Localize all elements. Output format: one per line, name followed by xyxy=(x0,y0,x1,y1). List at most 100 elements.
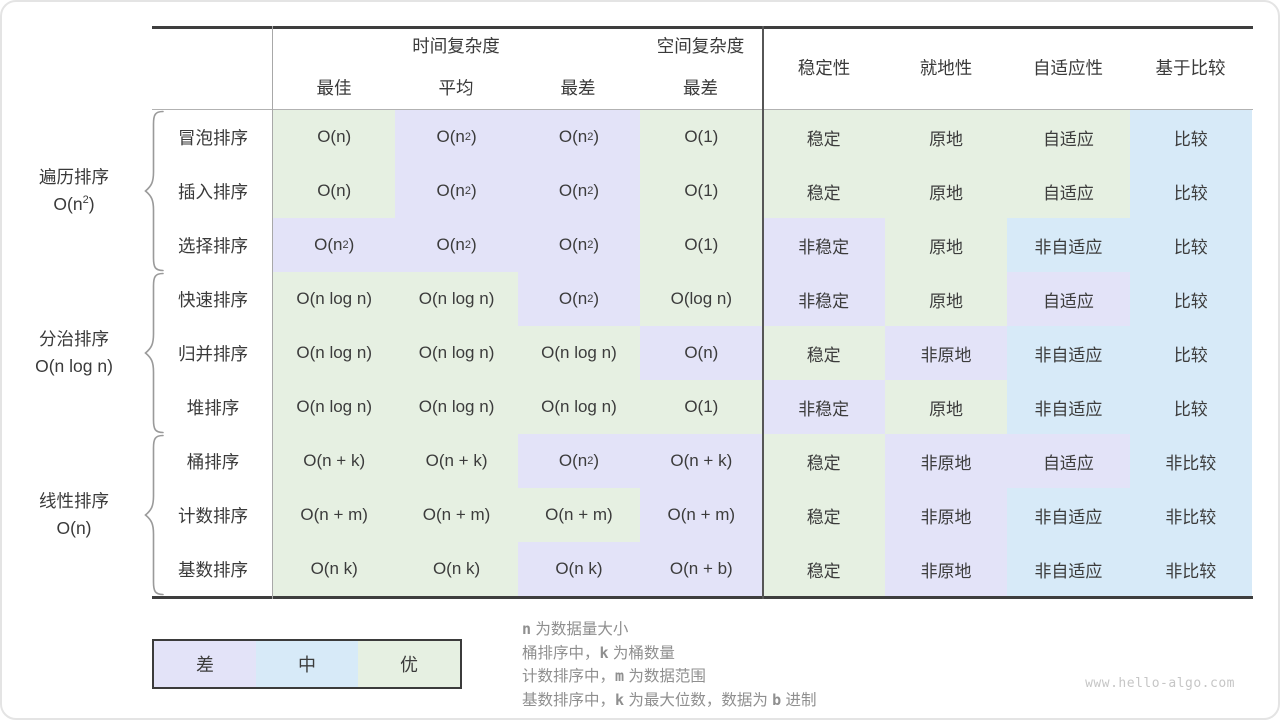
complexity-property-divider xyxy=(762,26,764,599)
table-cell: O(log n) xyxy=(640,272,763,326)
row-label-column: 冒泡排序插入排序选择排序快速排序归并排序堆排序桶排序计数排序基数排序 xyxy=(154,110,272,596)
table-cell: 稳定 xyxy=(762,110,885,164)
curly-brace-icon xyxy=(144,434,164,596)
curly-brace-icon xyxy=(144,272,164,434)
legend-item: 中 xyxy=(256,641,358,687)
table-cell: 非比较 xyxy=(1129,434,1252,488)
group-name: 遍历排序 xyxy=(39,167,109,187)
label-column-divider xyxy=(272,26,273,599)
table-top-border xyxy=(152,26,1253,29)
table-cell: 比较 xyxy=(1129,326,1252,380)
table-cell: O(n + m) xyxy=(640,488,763,542)
table-cell: 非自适应 xyxy=(1007,326,1130,380)
table-cell: 非比较 xyxy=(1129,542,1252,596)
group-name: 线性排序 xyxy=(39,491,109,511)
table-cell: O(n + m) xyxy=(395,488,518,542)
table-cell: O(n 2) xyxy=(517,272,641,326)
footnote-line: 计数排序中，m 为数据范围 xyxy=(522,667,706,685)
table-cell: 原地 xyxy=(884,110,1008,164)
table-cell: 稳定 xyxy=(762,326,885,380)
table-cell: 稳定 xyxy=(762,542,885,596)
table-cell: 比较 xyxy=(1129,380,1252,434)
footnote-line: n 为数据量大小 xyxy=(522,620,629,638)
table-cell: 非比较 xyxy=(1129,488,1252,542)
row-label: 冒泡排序 xyxy=(178,127,248,148)
table-bottom-border xyxy=(152,596,1253,599)
legend-item: 差 xyxy=(154,641,256,687)
group-name: 分治排序 xyxy=(39,329,109,349)
table-cell: O(n 2) xyxy=(273,218,396,272)
table-cell: O(n 2) xyxy=(395,110,518,164)
table-cell: O(n 2) xyxy=(395,164,518,218)
table-cell: O(n log n) xyxy=(395,380,518,434)
table-cell: O(n 2) xyxy=(517,434,641,488)
col-header-space-complexity: 空间复杂度 xyxy=(656,35,745,56)
table-cell: 自适应 xyxy=(1007,434,1130,488)
table-cell: 自适应 xyxy=(1007,272,1130,326)
table-cell: 非自适应 xyxy=(1007,488,1130,542)
col-header-time-complexity: 时间复杂度 xyxy=(412,35,500,56)
table-cell: O(n log n) xyxy=(273,272,396,326)
col-header-comparison-based: 基于比较 xyxy=(1155,58,1226,78)
table-cell: 非稳定 xyxy=(762,218,885,272)
table-cell: 非原地 xyxy=(884,434,1008,488)
group-complexity: O(n) xyxy=(56,518,92,538)
table-cell: O(n log n) xyxy=(395,326,518,380)
col-header-adaptive: 自适应性 xyxy=(1033,58,1103,78)
table-cell: 非自适应 xyxy=(1007,380,1130,434)
table-cell: 非稳定 xyxy=(762,272,885,326)
footnote-line: 桶排序中，k 为桶数量 xyxy=(522,643,675,662)
table-cell: O(n) xyxy=(640,326,763,380)
table-cell: O(n 2) xyxy=(395,218,518,272)
row-label: 归并排序 xyxy=(178,343,248,364)
table-cell: O(n + k) xyxy=(395,434,518,488)
group-complexity: O(n2) xyxy=(53,194,95,214)
row-label: 快速排序 xyxy=(178,289,248,310)
table-cell: O(n + k) xyxy=(273,434,396,488)
table-cell: 自适应 xyxy=(1007,164,1130,218)
table-cell: O(n) xyxy=(273,110,396,164)
table-cell: 自适应 xyxy=(1007,110,1130,164)
col-header-in-place: 就地性 xyxy=(919,58,973,78)
col-header-best: 最佳 xyxy=(316,77,352,98)
table-cell: O(1) xyxy=(640,164,763,218)
row-group-label-divide-conquer: 分治排序 O(n log n) xyxy=(10,272,138,434)
table-cell: O(n) xyxy=(273,164,396,218)
header-underline xyxy=(152,109,1253,110)
row-label: 计数排序 xyxy=(178,505,248,526)
table-cell: 比较 xyxy=(1129,272,1252,326)
table-cell: 原地 xyxy=(884,380,1008,434)
table-cell: 比较 xyxy=(1129,218,1252,272)
table-cell: 比较 xyxy=(1129,164,1252,218)
row-label: 桶排序 xyxy=(186,451,240,472)
row-group-label-linear: 线性排序 O(n) xyxy=(10,434,138,596)
col-header-worst-space: 最差 xyxy=(683,77,718,98)
table-cell: 比较 xyxy=(1129,110,1252,164)
col-header-average: 平均 xyxy=(438,77,474,98)
row-label: 基数排序 xyxy=(178,559,248,580)
row-label: 选择排序 xyxy=(178,235,248,256)
table-cell: O(n + b) xyxy=(640,542,763,596)
col-header-worst-time: 最差 xyxy=(560,77,596,98)
table-cell: 非原地 xyxy=(884,326,1008,380)
table-cell: 非稳定 xyxy=(762,380,885,434)
watermark: www.hello-algo.com xyxy=(1085,676,1235,691)
table-cell: 非自适应 xyxy=(1007,218,1130,272)
table-cell: 稳定 xyxy=(762,488,885,542)
table-cell: O(n log n) xyxy=(273,326,396,380)
group-complexity: O(n log n) xyxy=(35,356,113,376)
row-label: 堆排序 xyxy=(186,397,240,418)
row-group-label-traversal: 遍历排序 O(n2) xyxy=(10,110,138,272)
table-cell: 稳定 xyxy=(762,164,885,218)
table-cell: O(n 2) xyxy=(517,218,641,272)
legend: 差中优 xyxy=(152,639,462,689)
table-cell: 非原地 xyxy=(884,542,1008,596)
table-cell: 稳定 xyxy=(762,434,885,488)
table-cell: O(n k) xyxy=(517,542,641,596)
table-cell: O(n k) xyxy=(273,542,396,596)
row-label: 插入排序 xyxy=(178,181,248,202)
footnote-line: 基数排序中，k 为最大位数，数据为 b 进制 xyxy=(522,690,817,709)
table-cell: 原地 xyxy=(884,272,1008,326)
legend-item: 优 xyxy=(358,641,460,687)
